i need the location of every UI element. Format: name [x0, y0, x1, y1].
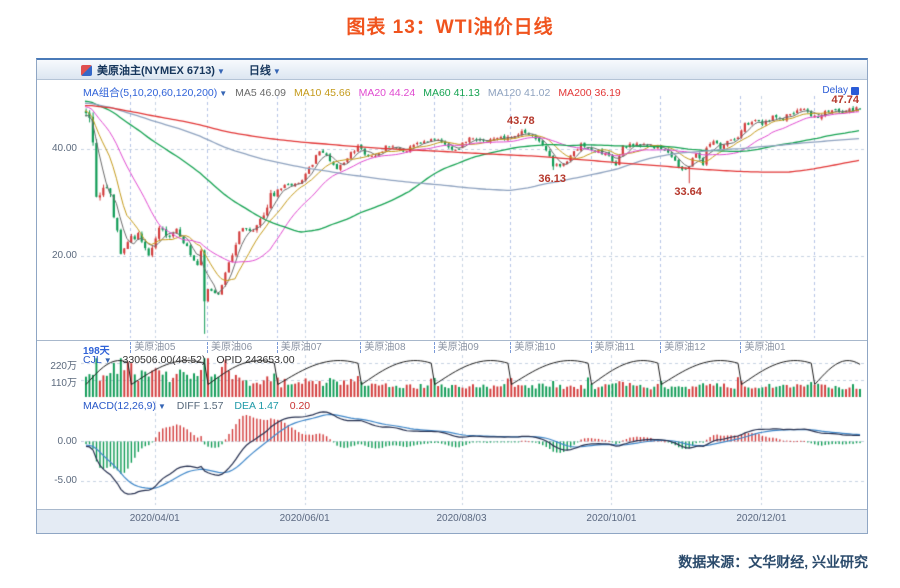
contract-label: 美原油12 — [660, 342, 705, 353]
chart-toolbar: 美原油主(NYMEX 6713) ▼ 日线 ▼ — [37, 60, 867, 80]
period-selector[interactable]: 日线 ▼ — [249, 62, 281, 78]
ma-legend-item: MA120 41.02 — [487, 87, 551, 99]
macd-header: MACD(12,26,9) ▼ DIFF 1.57 DEA 1.47 0.20 — [83, 400, 310, 412]
volume-chart-canvas[interactable] — [81, 353, 865, 399]
cjl-opid-value: OPID 243653.00 — [216, 354, 295, 366]
chevron-down-icon: ▼ — [272, 67, 281, 76]
macd-indicator-selector[interactable]: MACD(12,26,9) ▼ — [83, 400, 166, 412]
cjl-indicator-selector[interactable]: CJL ▼ — [83, 354, 112, 366]
cjl-ytick: 220万 — [50, 361, 77, 372]
price-chart-canvas[interactable] — [81, 82, 865, 340]
cjl-header: CJL ▼ 330506.00(48:52) OPID 243653.00 — [83, 354, 295, 366]
instrument-label: 美原油主(NYMEX 6713) — [97, 65, 215, 77]
macd-diff-value: DIFF 1.57 — [176, 400, 224, 412]
date-axis-label: 2020/04/01 — [129, 513, 180, 524]
ma-legend-item: MA60 41.13 — [423, 87, 480, 99]
contract-label: 美原油06 — [207, 342, 252, 353]
ma-group-selector[interactable]: MA组合(5,10,20,60,120,200) ▼ — [83, 87, 227, 99]
chart-window: 美原油主(NYMEX 6713) ▼ 日线 ▼ MA组合(5,10,20,60,12… — [36, 58, 868, 534]
price-annotation: 47.74 — [831, 94, 859, 107]
date-axis-label: 2020/10/01 — [586, 513, 637, 524]
chevron-down-icon: ▼ — [103, 356, 112, 365]
delay-icon — [851, 86, 859, 95]
chevron-down-icon: ▼ — [219, 89, 228, 98]
contract-label: 美原油10 — [510, 342, 555, 353]
ma-legend-item: MA200 36.19 — [558, 87, 621, 99]
macd-ytick: -5.00 — [54, 475, 77, 486]
cjl-value: 330506.00(48:52) — [122, 354, 206, 366]
macd-bar-value: 0.20 — [289, 400, 311, 412]
ma-legend-item: MA5 46.09 — [235, 87, 286, 99]
date-axis-label: 2020/06/01 — [279, 513, 330, 524]
figure-title: 图表 13：WTI油价日线 — [346, 17, 554, 38]
macd-dea-value: DEA 1.47 — [234, 400, 279, 412]
source-note: 数据来源：文华财经, 兴业研究 — [678, 554, 868, 570]
price-annotation: 36.13 — [538, 172, 566, 185]
chevron-down-icon: ▼ — [216, 67, 225, 76]
instrument-selector[interactable]: 美原油主(NYMEX 6713) ▼ — [97, 62, 225, 78]
main-ytick: 20.00 — [51, 250, 77, 261]
contract-label: 美原油01 — [740, 342, 786, 353]
main-ytick: 40.00 — [51, 143, 77, 154]
ma-legend: MA组合(5,10,20,60,120,200) ▼ MA5 46.09 MA10 4… — [83, 85, 621, 99]
macd-chart-canvas[interactable] — [81, 399, 865, 509]
date-axis-row: 2020/04/01 2020/06/01 2020/08/03 2020/10/01… — [37, 509, 867, 533]
contract-axis-row: 198天 美原油05 美原油06 美原油07 美原油08 美原油09 美原油10 美原油11… — [37, 340, 867, 357]
price-annotation: 43.78 — [507, 115, 535, 128]
macd-ytick: 0.00 — [57, 436, 77, 447]
delay-label: Delay — [822, 85, 848, 96]
ma-legend-item: MA20 44.24 — [358, 87, 416, 99]
price-annotation: 33.64 — [674, 186, 702, 199]
ma-legend-item: MA10 45.66 — [293, 87, 351, 99]
macd-title: MACD(12,26,9) — [83, 400, 156, 412]
delay-badge[interactable]: Delay — [822, 85, 859, 96]
contract-label: 美原油11 — [590, 342, 635, 353]
ma-group-label: MA组合(5,10,20,60,120,200) — [83, 87, 218, 99]
contract-label: 美原油09 — [433, 342, 479, 353]
cjl-ytick: 110万 — [51, 378, 77, 389]
contract-label: 美原油07 — [276, 342, 322, 353]
date-axis-label: 2020/08/03 — [436, 513, 487, 524]
contract-label: 美原油05 — [130, 342, 175, 353]
date-axis-label: 2020/12/01 — [736, 513, 787, 524]
contract-label: 美原油08 — [360, 342, 406, 353]
instrument-icon — [81, 64, 92, 76]
days-count-label: 198天 — [83, 346, 110, 357]
period-label: 日线 — [248, 65, 271, 77]
chevron-down-icon: ▼ — [157, 402, 166, 411]
cjl-title: CJL — [83, 354, 102, 366]
